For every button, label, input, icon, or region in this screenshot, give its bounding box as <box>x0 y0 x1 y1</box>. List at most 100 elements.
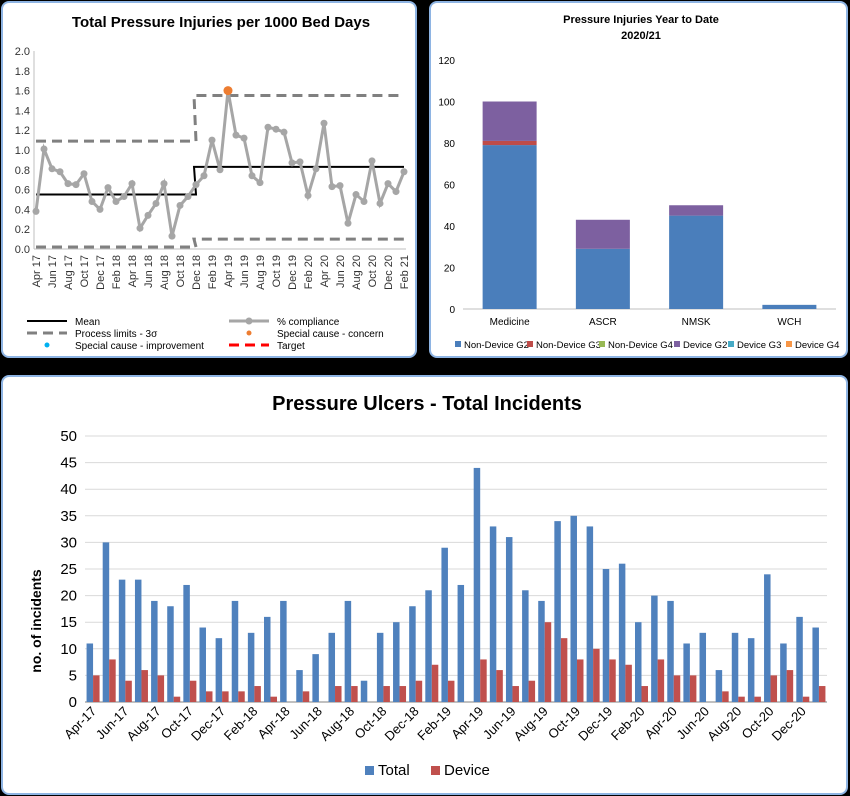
y-tick-label: 30 <box>60 534 77 551</box>
compliance-point <box>264 123 272 131</box>
y-tick-label: 1.4 <box>15 105 30 117</box>
bar-total <box>86 643 94 702</box>
legend-swatch <box>599 341 605 347</box>
bar-device <box>576 659 584 702</box>
y-tick-label: 10 <box>60 641 77 658</box>
upper-process-limit <box>36 94 404 143</box>
bar-device <box>689 675 697 702</box>
compliance-point <box>368 157 376 165</box>
y-tick-label: 25 <box>60 561 77 578</box>
legend-label: Device G3 <box>737 340 781 351</box>
bar-total <box>151 600 158 702</box>
compliance-point <box>56 168 64 176</box>
x-tick-label: Aug-18 <box>317 704 357 744</box>
compliance-point <box>80 170 88 178</box>
y-tick-label: 120 <box>438 56 455 67</box>
x-tick-label: Medicine <box>490 317 530 328</box>
y-tick-label: 0.4 <box>15 204 30 216</box>
compliance-point <box>72 181 80 189</box>
bar-device <box>673 675 681 702</box>
compliance-point <box>88 197 96 205</box>
bar-total <box>538 600 545 702</box>
bar-segment <box>482 140 537 146</box>
legend-label: Target <box>277 341 305 352</box>
compliance-point <box>216 166 224 174</box>
x-tick-label: Dec 19 <box>287 255 299 290</box>
bar-device <box>722 691 729 702</box>
legend-label: Process limits - 3σ <box>75 329 158 340</box>
bar-total <box>280 600 287 702</box>
bar-device <box>609 659 616 702</box>
bar-device <box>383 686 390 702</box>
legend-label: Non-Device G4 <box>608 340 673 351</box>
compliance-point <box>384 180 392 188</box>
compliance-point <box>168 232 176 240</box>
bar-total <box>296 670 303 702</box>
chart-title: Pressure Ulcers - Total Incidents <box>272 393 582 415</box>
x-tick-label: Feb-20 <box>608 704 648 744</box>
bar-total <box>796 616 803 702</box>
bar-total <box>522 590 529 702</box>
legend-swatch <box>44 342 50 348</box>
spc-chart-panel: Total Pressure Injuries per 1000 Bed Day… <box>1 1 417 358</box>
bar-device <box>738 696 745 702</box>
bar-device <box>141 670 148 702</box>
x-tick-label: Jun 19 <box>239 255 251 288</box>
bar-total <box>715 670 723 702</box>
bar-segment <box>575 248 630 309</box>
compliance-point <box>128 180 136 188</box>
compliance-point <box>208 136 216 144</box>
x-tick-label: Aug 17 <box>63 255 75 290</box>
bar-segment <box>762 304 817 309</box>
x-tick-label: Oct 19 <box>271 255 283 287</box>
x-tick-label: Feb-18 <box>221 704 261 744</box>
legend-swatch <box>365 766 374 775</box>
bar-device <box>818 686 826 702</box>
y-tick-label: 0.6 <box>15 185 30 197</box>
bar-total <box>780 643 787 702</box>
x-tick-label: Jun 20 <box>335 255 347 288</box>
spc-chart: Total Pressure Injuries per 1000 Bed Day… <box>15 14 411 352</box>
compliance-point <box>328 183 336 191</box>
x-tick-label: Jun 18 <box>143 255 155 288</box>
y-tick-label: 1.2 <box>15 125 30 137</box>
ytd-chart: Pressure Injuries Year to Date 2020/21 0… <box>438 14 839 351</box>
y-tick-label: 0.2 <box>15 224 30 236</box>
bar-device <box>93 675 100 702</box>
bar-total <box>667 600 674 702</box>
bar-device <box>254 686 261 702</box>
y-tick-label: 5 <box>69 667 77 684</box>
compliance-point <box>152 199 160 207</box>
bar-total <box>731 632 739 702</box>
compliance-point <box>232 131 240 139</box>
x-tick-label: Feb-19 <box>414 704 454 744</box>
legend-swatch-marker <box>245 317 253 325</box>
compliance-point <box>48 165 56 173</box>
legend-swatch <box>786 341 792 347</box>
y-tick-label: 40 <box>60 481 77 498</box>
x-tick-label: Aug 19 <box>255 255 267 290</box>
legend-label: Total <box>378 762 410 779</box>
compliance-point <box>200 172 208 180</box>
compliance-point <box>176 201 184 209</box>
y-tick-label: 45 <box>60 455 77 472</box>
y-tick-label: 0 <box>449 305 455 316</box>
bar-total <box>812 627 819 702</box>
y-tick-label: 0.8 <box>15 165 30 177</box>
lower-process-limit <box>36 237 404 249</box>
bar-device <box>302 691 310 702</box>
bar-total <box>118 579 126 702</box>
bar-total <box>505 537 513 702</box>
bar-device <box>528 680 536 702</box>
legend-label: Non-Device G2 <box>464 340 529 351</box>
bar-segment <box>669 205 724 216</box>
bar-device <box>560 638 568 702</box>
compliance-line <box>34 90 406 237</box>
y-tick-label: 80 <box>444 139 456 150</box>
compliance-point <box>32 207 40 215</box>
x-tick-label: Dec 18 <box>191 255 203 290</box>
bar-device <box>625 664 632 702</box>
bar-device <box>189 680 197 702</box>
x-tick-label: Feb 18 <box>111 255 123 289</box>
x-tick-label: Aug-20 <box>704 704 744 744</box>
